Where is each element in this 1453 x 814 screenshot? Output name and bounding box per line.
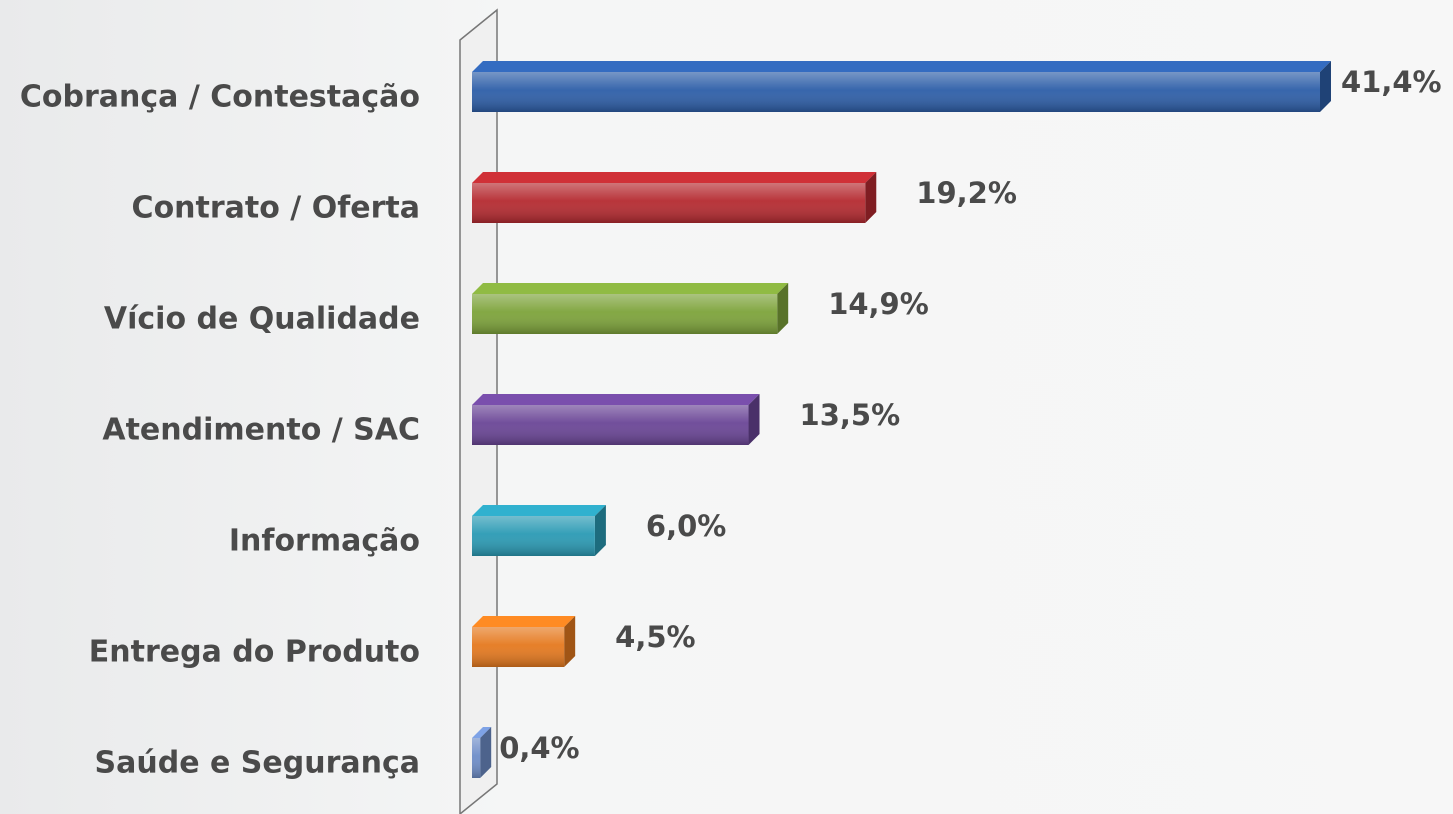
value-label: 4,5% — [615, 620, 695, 654]
category-label: Cobrança / Contestação — [20, 80, 420, 115]
bar-shine — [472, 72, 1320, 112]
bar-side — [1320, 61, 1331, 112]
category-label: Vício de Qualidade — [104, 302, 420, 337]
bar-top — [472, 727, 492, 738]
bar-shine — [472, 627, 565, 667]
bar-shine — [472, 738, 481, 778]
bar-shine — [472, 183, 866, 223]
bar-top — [472, 616, 576, 627]
category-label: Atendimento / SAC — [102, 413, 420, 448]
bar-shine — [472, 405, 749, 445]
bar-side — [748, 394, 760, 445]
bar-side — [564, 616, 576, 667]
bar-top — [472, 394, 760, 405]
bar-top — [472, 61, 1331, 72]
value-label: 6,0% — [646, 509, 726, 543]
bar-side — [777, 283, 789, 334]
bar-side — [594, 505, 606, 556]
value-label: 14,9% — [828, 287, 929, 321]
category-label: Saúde e Segurança — [95, 746, 420, 781]
plot-area: Cobrança / Contestação 41,4% Contrato / Of… — [20, 61, 1442, 781]
bar-top — [472, 505, 606, 516]
bar-shine — [472, 516, 595, 556]
bar-top — [472, 172, 877, 183]
value-label: 0,4% — [499, 731, 579, 765]
bar-side — [480, 727, 492, 778]
value-label: 41,4% — [1341, 65, 1442, 99]
category-label: Contrato / Oferta — [132, 191, 420, 226]
category-label: Entrega do Produto — [89, 635, 420, 670]
value-label: 19,2% — [916, 176, 1017, 210]
category-label: Informação — [229, 524, 420, 559]
bar-top — [472, 283, 789, 294]
value-label: 13,5% — [800, 398, 901, 432]
bar-shine — [472, 294, 778, 334]
bar-side — [865, 172, 877, 223]
